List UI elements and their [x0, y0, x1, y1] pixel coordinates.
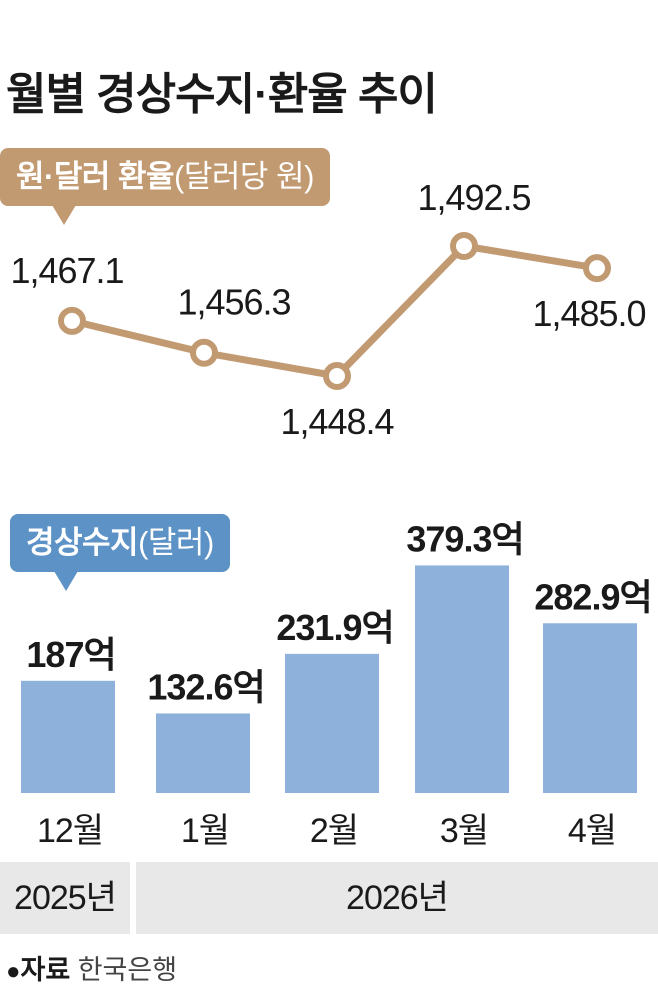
- current-account-tag: 경상수지(달러): [10, 514, 230, 572]
- exchange-rate-label-2: 1,456.3: [177, 282, 290, 323]
- current-account-bar-5: [543, 623, 637, 793]
- exchange-rate-point-3: [323, 362, 351, 390]
- current-account-label-3: 231.9억: [276, 607, 393, 648]
- month-tick-label-3: 2월: [310, 812, 358, 850]
- month-tick-label-4: 3월: [440, 812, 488, 850]
- exchange-rate-line: [68, 242, 601, 380]
- current-account-label-4: 379.3억: [406, 518, 523, 559]
- current-account-tag-pointer: [54, 571, 78, 591]
- exchange-rate-tag-pointer: [52, 205, 76, 225]
- current-account-bar-3: [285, 653, 379, 793]
- exchange-rate-label-1: 1,467.1: [10, 250, 123, 291]
- exchange-rate-tag-unit: (달러당 원): [174, 159, 314, 194]
- exchange-rate-point-1: [58, 306, 86, 335]
- exchange-rate-point-5: [583, 254, 611, 283]
- current-account-bar-4: [415, 565, 509, 793]
- current-account-bar-2: [156, 713, 250, 793]
- source-note: ●자료 한국은행: [6, 948, 177, 987]
- current-account-tag-unit: (달러): [138, 525, 214, 560]
- month-tick-label-2: 1월: [181, 812, 229, 850]
- current-account-label-2: 132.6억: [147, 666, 264, 707]
- source-bullet: ●: [6, 958, 21, 985]
- exchange-rate-point-4: [450, 232, 478, 260]
- chart-canvas: 1,467.1 1,456.3 1,448.4 1,492.5 1,485.0 187억 1…: [10, 177, 652, 850]
- month-tick-label-1: 12월: [37, 812, 103, 850]
- source-label: 자료: [20, 955, 71, 985]
- exchange-rate-label-4: 1,492.5: [417, 177, 530, 218]
- exchange-rate-tag-bold: 원·달러 환율: [16, 159, 175, 194]
- current-account-tag-bold: 경상수지: [26, 525, 139, 560]
- current-account-bar-1: [21, 680, 115, 793]
- exchange-rate-tag: 원·달러 환율(달러당 원): [0, 148, 330, 206]
- exchange-rate-label-3: 1,448.4: [280, 401, 393, 442]
- exchange-rate-label-5: 1,485.0: [532, 293, 645, 334]
- current-account-label-1: 187억: [26, 634, 115, 675]
- current-account-label-5: 282.9억: [534, 576, 651, 617]
- source-org: 한국은행: [77, 955, 178, 985]
- month-tick-label-5: 4월: [568, 812, 616, 850]
- year-label-2025: 2025년: [0, 862, 130, 934]
- year-label-2026: 2026년: [136, 862, 658, 934]
- chart-title: 월별 경상수지·환율 추이: [6, 70, 438, 119]
- exchange-rate-point-2: [190, 338, 218, 367]
